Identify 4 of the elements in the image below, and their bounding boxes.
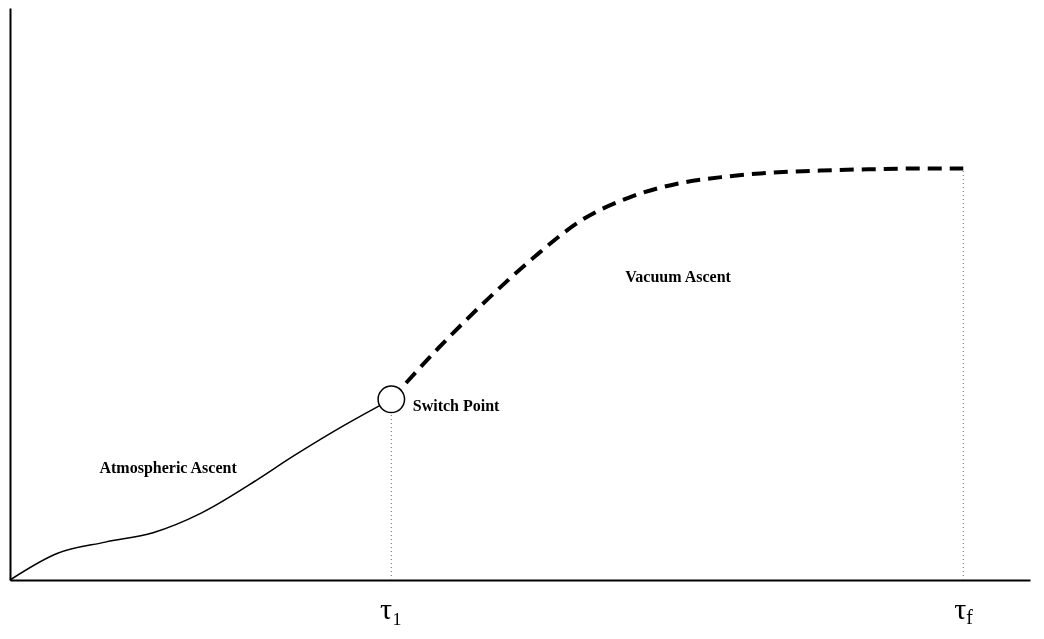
x-tick-label: τ₁ [380,592,403,625]
annotation: Vacuum Ascent [625,268,732,286]
annotation: Switch Point [412,396,501,414]
annotation: Atmospheric Ascent [99,458,238,477]
